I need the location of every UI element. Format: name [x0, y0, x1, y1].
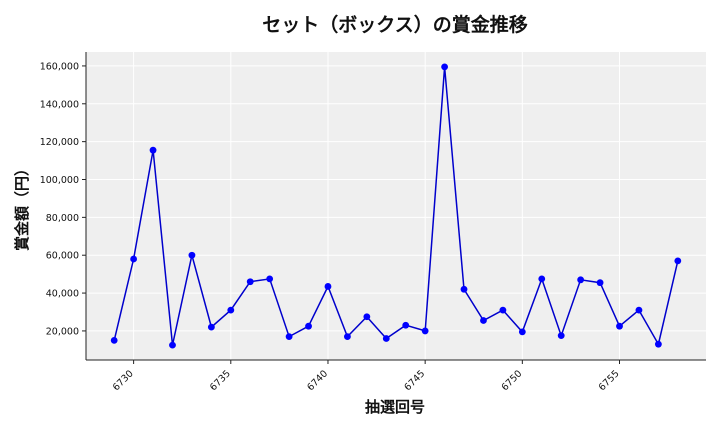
y-tick-label: 40,000 [46, 289, 79, 300]
data-point [557, 332, 565, 340]
data-point [344, 333, 351, 341]
data-point [460, 285, 468, 293]
data-point [149, 146, 157, 154]
y-tick-label: 20,000 [46, 326, 79, 337]
y-tick-label: 120,000 [40, 137, 79, 148]
data-point [382, 335, 390, 342]
data-point [227, 306, 235, 314]
x-tick-label: 6750 [500, 368, 525, 393]
x-axis-label: 抽選回号 [365, 398, 425, 416]
data-point [130, 255, 138, 263]
data-point [285, 333, 293, 341]
y-tick-label: 60,000 [46, 251, 79, 262]
data-point [538, 275, 546, 283]
data-point [188, 251, 196, 259]
data-point [616, 322, 623, 330]
y-tick-label: 80,000 [46, 213, 79, 224]
data-point [654, 340, 662, 348]
data-point [169, 341, 176, 349]
data-point [518, 328, 526, 336]
data-point [674, 257, 682, 265]
data-point [402, 321, 410, 329]
x-tick-label: 6740 [305, 368, 330, 393]
series-group [110, 63, 682, 349]
data-point [110, 336, 118, 344]
x-tick-label: 6730 [111, 368, 136, 393]
data-point [421, 327, 429, 335]
y-tick-label: 100,000 [40, 175, 79, 186]
data-point [246, 278, 254, 286]
data-point [480, 317, 487, 324]
data-point [441, 63, 448, 71]
y-tick-label: 140,000 [40, 99, 79, 110]
data-point [577, 276, 585, 284]
data-point [596, 279, 604, 287]
data-point [363, 313, 371, 321]
data-point [207, 323, 215, 331]
x-tick-label: 6745 [402, 368, 427, 393]
x-tick-label: 6755 [597, 368, 622, 393]
data-point [324, 283, 332, 290]
data-point [305, 322, 312, 330]
data-point [499, 306, 507, 314]
data-point [635, 306, 643, 314]
y-tick-label: 160,000 [40, 61, 79, 72]
chart-title: セット（ボックス）の賞金推移 [262, 13, 527, 36]
data-point [266, 275, 274, 283]
y-axis-label: 賞金額（円） [13, 161, 31, 251]
x-tick-label: 6735 [208, 368, 233, 393]
